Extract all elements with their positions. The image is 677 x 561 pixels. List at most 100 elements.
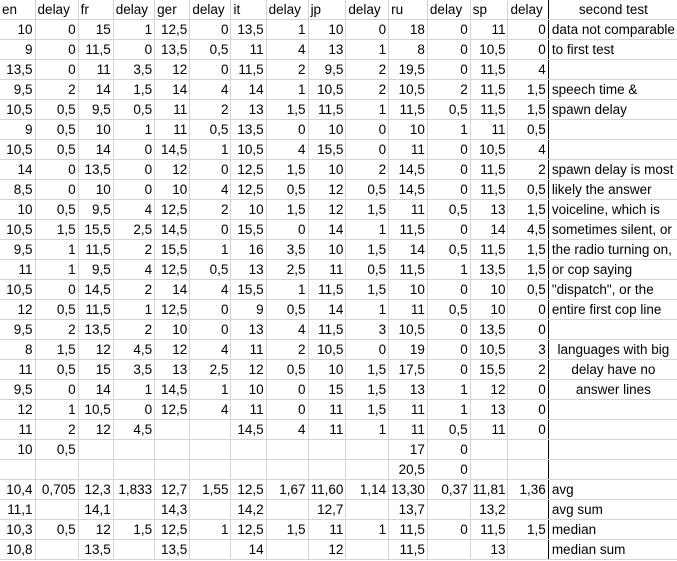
- table-cell[interactable]: 12: [154, 159, 191, 180]
- table-cell[interactable]: 12: [308, 179, 347, 200]
- table-cell[interactable]: 14: [78, 379, 114, 400]
- table-cell[interactable]: 2,5: [113, 219, 156, 240]
- column-header[interactable]: jp: [308, 0, 347, 20]
- table-cell[interactable]: 1,5: [507, 79, 549, 100]
- table-cell[interactable]: 1: [266, 279, 309, 300]
- table-cell[interactable]: 2: [345, 79, 390, 100]
- table-cell[interactable]: 13: [388, 379, 428, 400]
- table-cell[interactable]: 10,5: [0, 139, 36, 160]
- table-cell[interactable]: 12: [78, 339, 114, 360]
- table-cell[interactable]: 11,1: [0, 499, 36, 520]
- table-cell[interactable]: 0,705: [35, 479, 79, 500]
- table-cell[interactable]: 0: [427, 459, 471, 480]
- table-cell[interactable]: [154, 439, 191, 460]
- table-cell[interactable]: 2: [266, 59, 309, 80]
- note-cell[interactable]: [548, 399, 677, 420]
- table-cell[interactable]: 13,5: [154, 39, 191, 60]
- table-cell[interactable]: 0: [427, 279, 471, 300]
- table-cell[interactable]: 0: [35, 159, 79, 180]
- table-cell[interactable]: 11,5: [470, 239, 509, 260]
- table-cell[interactable]: [308, 459, 347, 480]
- table-cell[interactable]: [113, 439, 156, 460]
- column-header[interactable]: it: [230, 0, 267, 20]
- table-cell[interactable]: 12,5: [154, 259, 191, 280]
- table-cell[interactable]: 11: [154, 119, 191, 140]
- table-cell[interactable]: [345, 539, 390, 560]
- table-cell[interactable]: 9,5: [78, 259, 114, 280]
- table-cell[interactable]: 10,5: [78, 399, 114, 420]
- column-header[interactable]: sp: [470, 0, 509, 20]
- table-cell[interactable]: 14: [78, 79, 114, 100]
- table-cell[interactable]: [345, 499, 390, 520]
- table-cell[interactable]: 0: [427, 39, 471, 60]
- table-cell[interactable]: 0,5: [189, 259, 232, 280]
- table-cell[interactable]: 0,5: [345, 259, 390, 280]
- note-cell[interactable]: sometimes silent, or: [548, 219, 677, 240]
- table-cell[interactable]: 15,5: [230, 279, 267, 300]
- table-cell[interactable]: [345, 459, 390, 480]
- table-cell[interactable]: 1,67: [266, 479, 309, 500]
- table-cell[interactable]: 3,5: [266, 239, 309, 260]
- table-cell[interactable]: 2: [35, 419, 79, 440]
- table-cell[interactable]: 0,5: [35, 199, 79, 220]
- table-cell[interactable]: 8,5: [0, 179, 36, 200]
- table-cell[interactable]: 0: [266, 219, 309, 240]
- table-cell[interactable]: 11: [308, 259, 347, 280]
- table-cell[interactable]: 0: [113, 139, 156, 160]
- table-cell[interactable]: 10: [308, 239, 347, 260]
- table-cell[interactable]: [470, 459, 509, 480]
- table-cell[interactable]: 4: [189, 399, 232, 420]
- table-cell[interactable]: 10,8: [0, 539, 36, 560]
- table-cell[interactable]: [427, 499, 471, 520]
- table-cell[interactable]: 10: [78, 179, 114, 200]
- table-cell[interactable]: 12: [308, 199, 347, 220]
- table-cell[interactable]: 12,5: [154, 399, 191, 420]
- table-cell[interactable]: 0: [113, 39, 156, 60]
- table-cell[interactable]: 8: [0, 339, 36, 360]
- table-cell[interactable]: 11,81: [470, 479, 509, 500]
- table-cell[interactable]: 2: [507, 159, 549, 180]
- table-cell[interactable]: 0: [266, 379, 309, 400]
- table-cell[interactable]: 14,1: [78, 499, 114, 520]
- table-cell[interactable]: 1: [189, 139, 232, 160]
- table-cell[interactable]: 14,5: [388, 179, 428, 200]
- table-cell[interactable]: 0: [427, 159, 471, 180]
- table-cell[interactable]: 9,5: [78, 99, 114, 120]
- table-cell[interactable]: 9,5: [0, 79, 36, 100]
- table-cell[interactable]: 11,5: [388, 519, 428, 540]
- table-cell[interactable]: 10,5: [388, 79, 428, 100]
- table-cell[interactable]: 13: [230, 99, 267, 120]
- note-cell[interactable]: [548, 119, 677, 140]
- table-cell[interactable]: [78, 439, 114, 460]
- table-cell[interactable]: 10: [308, 119, 347, 140]
- table-cell[interactable]: 11: [308, 519, 347, 540]
- table-cell[interactable]: 4: [507, 139, 549, 160]
- table-cell[interactable]: 10: [0, 19, 36, 40]
- table-cell[interactable]: 0: [113, 179, 156, 200]
- table-cell[interactable]: 10: [230, 199, 267, 220]
- table-cell[interactable]: 2: [345, 59, 390, 80]
- table-cell[interactable]: [507, 459, 549, 480]
- table-cell[interactable]: 1,5: [266, 199, 309, 220]
- table-cell[interactable]: 11,5: [388, 219, 428, 240]
- table-cell[interactable]: 9: [230, 299, 267, 320]
- note-cell[interactable]: the radio turning on,: [548, 239, 677, 260]
- table-cell[interactable]: 10,3: [0, 519, 36, 540]
- note-cell[interactable]: or cop saying: [548, 259, 677, 280]
- table-cell[interactable]: 0,5: [35, 359, 79, 380]
- table-cell[interactable]: 13,5: [78, 319, 114, 340]
- column-header[interactable]: delay: [189, 0, 232, 20]
- table-cell[interactable]: 1,5: [345, 359, 390, 380]
- table-cell[interactable]: 10,5: [0, 279, 36, 300]
- table-cell[interactable]: 12,7: [308, 499, 347, 520]
- table-cell[interactable]: 4: [113, 199, 156, 220]
- table-cell[interactable]: 12: [78, 419, 114, 440]
- table-cell[interactable]: 1: [35, 399, 79, 420]
- column-header[interactable]: delay: [266, 0, 309, 20]
- table-cell[interactable]: 1,55: [189, 479, 232, 500]
- note-cell[interactable]: [548, 139, 677, 160]
- table-cell[interactable]: 1: [266, 79, 309, 100]
- table-cell[interactable]: 0,5: [113, 99, 156, 120]
- table-cell[interactable]: 0: [35, 39, 79, 60]
- table-cell[interactable]: 15,5: [308, 139, 347, 160]
